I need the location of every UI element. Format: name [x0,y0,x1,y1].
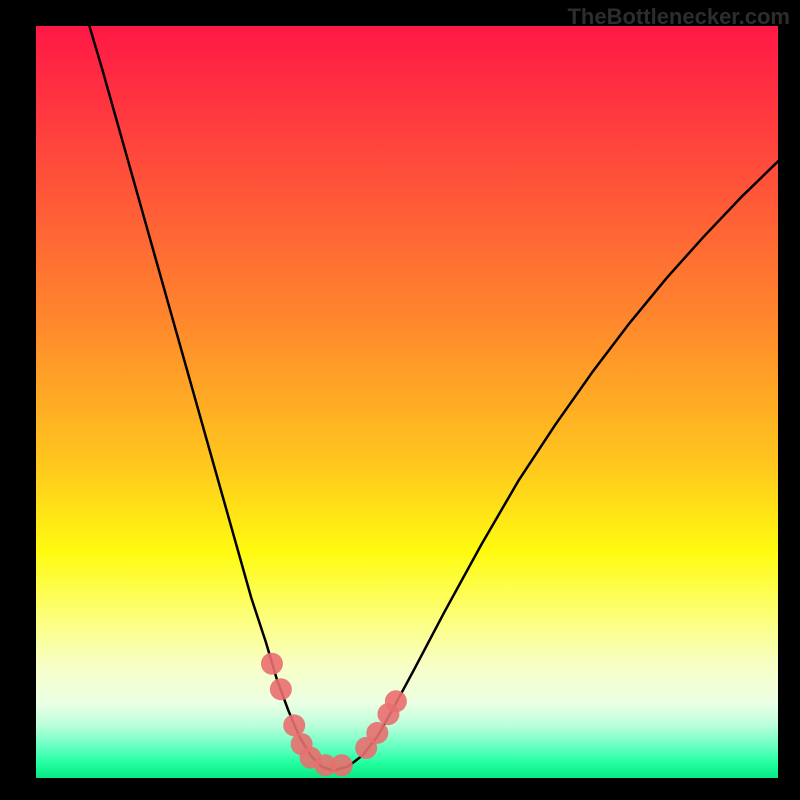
marker-dot [283,714,305,736]
chart-container: TheBottlenecker.com [0,0,800,800]
plot-svg [36,26,778,778]
marker-dot [385,690,407,712]
marker-dot [270,678,292,700]
marker-dot [261,653,283,675]
plot-background [36,26,778,778]
marker-dot [366,722,388,744]
marker-dot [331,754,353,776]
